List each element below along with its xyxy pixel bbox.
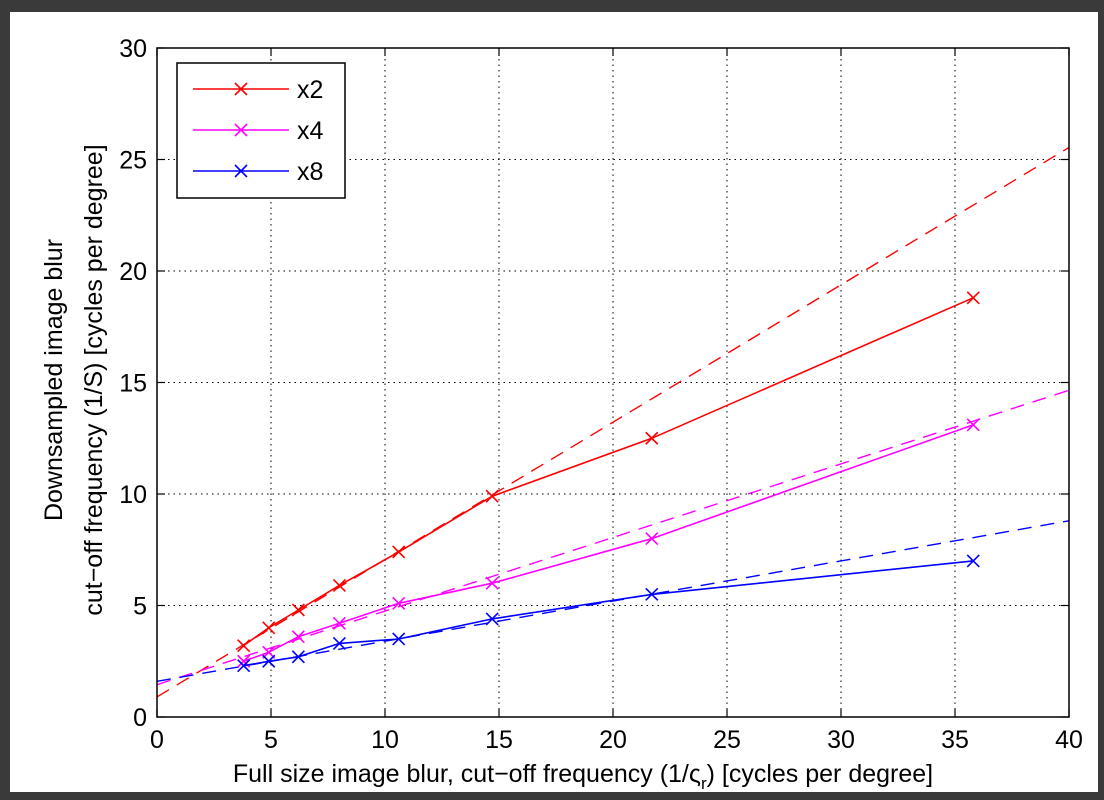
y-tick-label: 5 bbox=[133, 593, 147, 621]
legend-marker bbox=[234, 164, 248, 178]
x-tick-label: 15 bbox=[485, 726, 513, 754]
legend: x2 x4 x8 bbox=[176, 62, 346, 199]
x-axis-title: Full size image blur, cut−off frequency … bbox=[233, 760, 933, 793]
data-point-x2 bbox=[645, 431, 659, 445]
fit-line-x2 bbox=[156, 146, 1070, 698]
data-point-x2 bbox=[332, 578, 346, 592]
y-axis-title-line1: Downsampled image blur bbox=[40, 239, 68, 521]
data-point-x2 bbox=[966, 291, 980, 305]
x-tick-label: 35 bbox=[941, 726, 969, 754]
data-point-x4 bbox=[966, 418, 980, 432]
legend-label: x8 bbox=[297, 158, 323, 186]
data-point-x4 bbox=[332, 616, 346, 630]
x-tick-label: 40 bbox=[1055, 726, 1083, 754]
axis-ticks: 0 5 10 15 20 25 30 35 40 0 5 10 15 20 25 30 bbox=[119, 35, 1083, 754]
data-point-x4 bbox=[291, 630, 305, 644]
data-point-x8 bbox=[237, 659, 251, 673]
series-line-x2 bbox=[243, 297, 974, 647]
y-tick-label: 30 bbox=[119, 35, 147, 63]
legend-marker bbox=[234, 123, 248, 137]
data-point-x8 bbox=[485, 612, 499, 626]
data-point-x2 bbox=[262, 621, 276, 635]
x-tick-label: 10 bbox=[371, 726, 399, 754]
y-tick-label: 10 bbox=[119, 481, 147, 509]
legend-entry-x2: x2 bbox=[193, 76, 323, 104]
legend-marker bbox=[234, 82, 248, 96]
x-tick-label: 0 bbox=[150, 726, 164, 754]
data-point-x8 bbox=[645, 587, 659, 601]
x-tick-label: 30 bbox=[827, 726, 855, 754]
x-axis-title-suffix: ) [cycles per degree] bbox=[707, 760, 934, 788]
data-point-x4 bbox=[485, 576, 499, 590]
y-axis-title-line2: cut−off frequency (1/S) [cycles per degr… bbox=[80, 144, 108, 615]
y-tick-label: 20 bbox=[119, 258, 147, 286]
data-point-x2 bbox=[392, 545, 406, 559]
legend-entry-x8: x8 bbox=[193, 158, 323, 186]
x-axis-title-symbol: ς bbox=[689, 760, 701, 788]
data-point-x2 bbox=[485, 489, 499, 503]
data-point-x4 bbox=[392, 596, 406, 610]
x-axis-title-subscript: r bbox=[701, 774, 707, 793]
data-point-x8 bbox=[332, 636, 346, 650]
series-line-x8 bbox=[243, 560, 974, 667]
y-tick-label: 15 bbox=[119, 370, 147, 398]
data-point-x8 bbox=[262, 654, 276, 668]
y-tick-label: 25 bbox=[119, 147, 147, 175]
x-tick-label: 5 bbox=[264, 726, 278, 754]
legend-label: x4 bbox=[297, 117, 324, 145]
legend-label: x2 bbox=[297, 76, 323, 104]
data-point-x8 bbox=[966, 554, 980, 568]
data-point-x8 bbox=[291, 650, 305, 664]
data-point-x2 bbox=[237, 639, 251, 653]
x-tick-label: 25 bbox=[713, 726, 741, 754]
series-line-x4 bbox=[243, 424, 974, 663]
data-point-x2 bbox=[291, 603, 305, 617]
legend-entry-x4: x4 bbox=[193, 117, 324, 145]
x-axis-title-prefix: Full size image blur, cut−off frequency … bbox=[233, 760, 689, 788]
y-tick-label: 0 bbox=[133, 704, 147, 732]
data-point-x8 bbox=[392, 632, 406, 646]
data-point-x4 bbox=[645, 532, 659, 546]
data-series bbox=[237, 291, 980, 673]
x-tick-label: 20 bbox=[599, 726, 627, 754]
